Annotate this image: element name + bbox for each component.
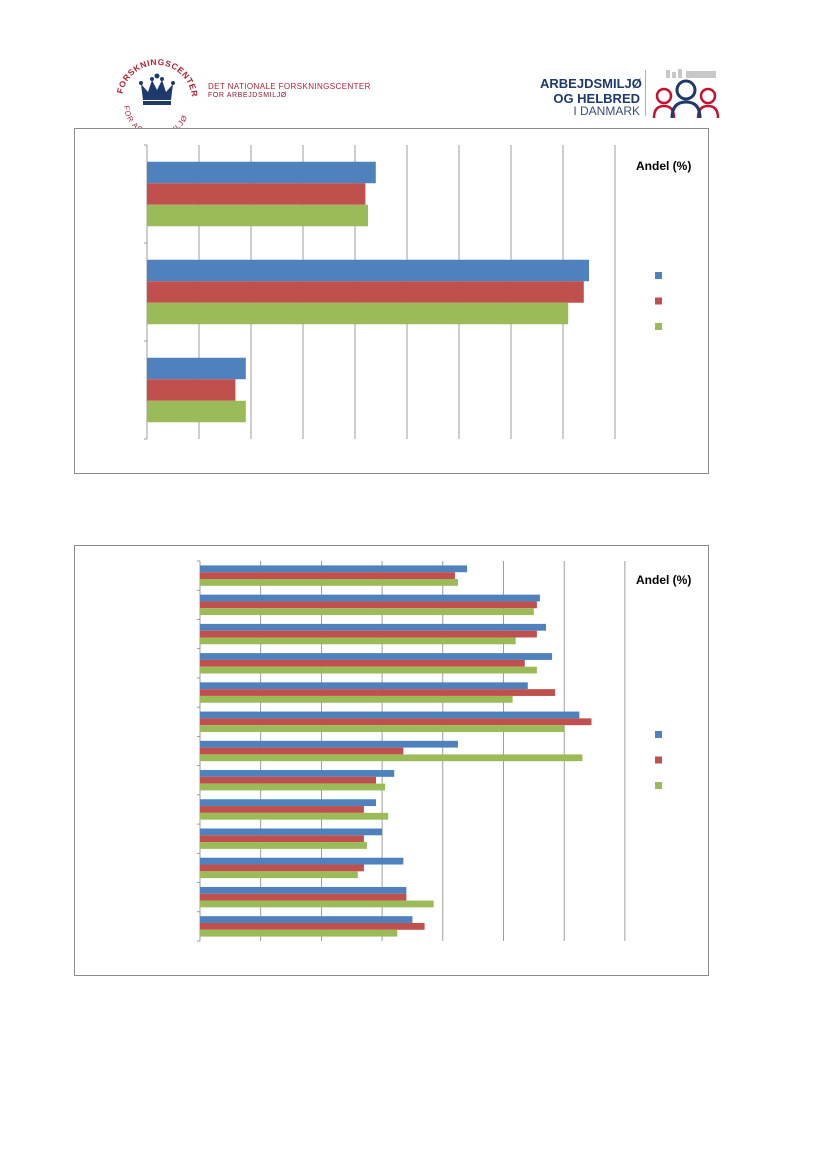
chart-1-legend-marker	[655, 297, 662, 305]
chart-2-bar	[200, 623, 546, 631]
chart-2-bar	[200, 929, 398, 937]
chart-1-bar	[147, 161, 376, 184]
chart-2-bar	[200, 799, 377, 807]
chart-2-bar	[200, 725, 565, 732]
chart-2-legend-marker	[655, 782, 662, 789]
chart-2-bar	[200, 842, 367, 849]
chart-2-bar	[200, 916, 413, 923]
chart-2-bar	[200, 900, 434, 908]
chart-1-legend-marker	[655, 272, 662, 279]
chart-2-bar	[200, 659, 525, 667]
chart-1-bar	[147, 357, 246, 380]
chart-2-bar	[200, 871, 358, 879]
arbejdsmiljoe-og-helbred-logo: ARBEJDSMILJØ OG HELBRED I DANMARK	[540, 64, 720, 122]
chart-2-bar	[200, 601, 537, 609]
chart-2-bar	[200, 594, 540, 602]
chart-2-bar	[200, 754, 583, 762]
chart-2-bar	[200, 893, 407, 901]
chart-1-bar	[147, 183, 366, 205]
chart-2-bar	[200, 630, 537, 638]
chart-2-bar	[200, 828, 383, 836]
chart-2-bar	[200, 695, 513, 703]
chart-2-title: Andel (%)	[636, 573, 692, 587]
chart-2-legend-marker	[655, 731, 662, 738]
chart-2-bar	[200, 653, 553, 660]
forskningscenter-logo: FORSKNINGSCENTER FOR ARBEJDSMILJØ DET NA…	[112, 56, 371, 132]
chart-2-bar	[200, 682, 528, 690]
chart-2-bar	[200, 857, 404, 865]
logo-line-3: I DANMARK	[573, 104, 640, 118]
crown-seal-icon: FORSKNINGSCENTER FOR ARBEJDSMILJØ	[115, 57, 200, 132]
chart-1-bar	[147, 259, 589, 282]
chart-2-bar	[200, 740, 458, 748]
chart-2-bar	[200, 864, 364, 872]
chart-2-bar	[200, 608, 534, 616]
chart-2-bar	[200, 806, 364, 813]
chart-2-bar	[200, 666, 537, 674]
chart-2-bar	[200, 579, 458, 586]
chart-2-bar	[200, 565, 468, 573]
chart-2-legend-marker	[655, 756, 662, 764]
chart-1-title: Andel (%)	[636, 159, 692, 173]
logo-divider	[645, 70, 646, 116]
chart-2-bar	[200, 922, 425, 930]
chart-1-bar	[147, 400, 246, 423]
chart-1-legend-marker	[655, 323, 662, 330]
people-icon	[652, 69, 720, 119]
chart-2-bar	[200, 783, 386, 791]
chart-1-bar	[147, 204, 368, 227]
chart-2-bar	[200, 637, 516, 645]
chart-1-bar	[147, 302, 569, 325]
logo-line-2: OG HELBRED	[553, 91, 640, 106]
chart-2-bar	[200, 572, 455, 580]
chart-2-bar	[200, 812, 389, 820]
chart-1-bar	[147, 379, 236, 401]
chart-2-plot	[197, 560, 662, 942]
org-subname: FOR ARBEJDSMILJØ	[208, 92, 287, 99]
logo-line-1: ARBEJDSMILJØ	[540, 76, 642, 91]
chart-1-plot	[144, 144, 662, 440]
chart-1-bar	[147, 281, 584, 303]
org-name: DET NATIONALE FORSKNINGSCENTER	[208, 82, 371, 91]
chart-2-bar	[200, 776, 377, 784]
chart-2-bar	[200, 835, 364, 843]
chart-2-bar	[200, 718, 592, 726]
chart-2-bar	[200, 689, 556, 696]
chart-2-bar	[200, 770, 395, 777]
chart-1: Andel (%)	[74, 128, 709, 474]
chart-2-bar	[200, 747, 404, 755]
chart-2-bar	[200, 886, 407, 894]
chart-2-bar	[200, 711, 580, 719]
chart-2: Andel (%)	[74, 545, 709, 976]
